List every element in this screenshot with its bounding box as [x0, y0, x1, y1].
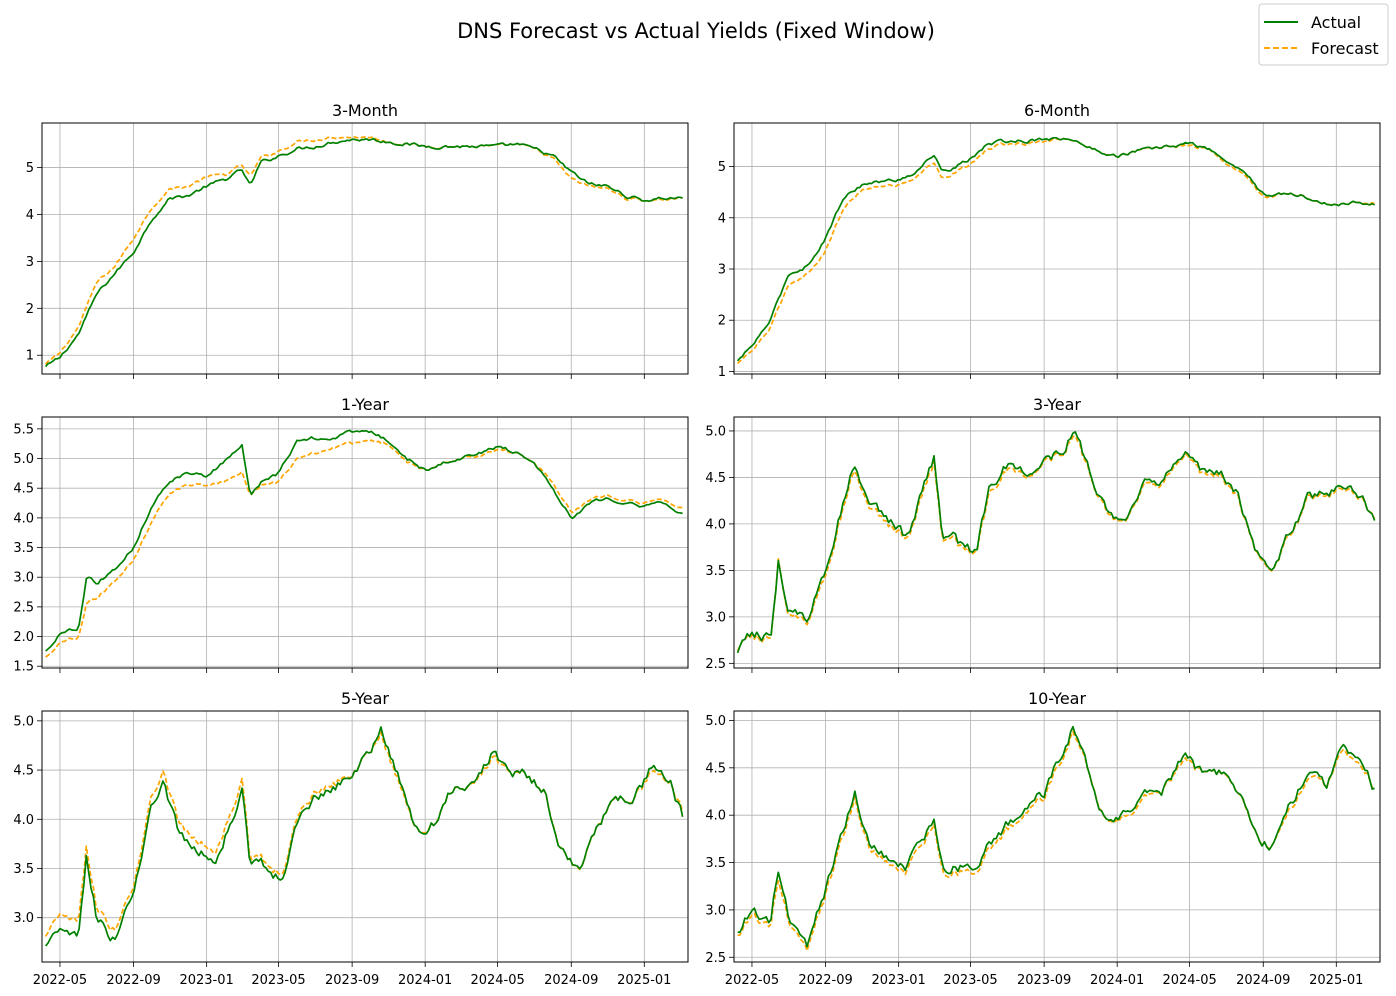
y-tick-label: 4.0 — [705, 517, 726, 532]
y-tick-label: 5 — [26, 161, 34, 176]
x-tick-label: 2023-05 — [251, 973, 305, 988]
panel-3-year: 2.5 3.0 3.5 4.0 4.5 5.0 3-Year — [705, 395, 1381, 673]
y-tick-label: 3 — [26, 255, 34, 270]
plot-area — [734, 417, 1380, 668]
y-tick-label: 4 — [718, 211, 726, 226]
series-line-actual — [45, 429, 683, 652]
y-tick-label: 4.5 — [705, 761, 726, 776]
y-tick-label: 3.5 — [705, 564, 726, 579]
panel-title: 1-Year — [341, 395, 389, 414]
series-line-forecast — [737, 137, 1375, 365]
series-line-actual — [44, 137, 683, 368]
y-tick-label: 3 — [718, 262, 726, 277]
x-tick-label: 2024-05 — [1162, 973, 1216, 988]
y-tick-label: 5.0 — [13, 714, 34, 729]
y-tick-label: 2 — [718, 314, 726, 329]
x-tick-label: 2024-09 — [1236, 973, 1290, 988]
x-tick-label: 2023-01 — [871, 973, 925, 988]
x-tick-label: 2023-09 — [1017, 973, 1071, 988]
x-tick-label: 2024-01 — [1090, 973, 1144, 988]
figure-title: DNS Forecast vs Actual Yields (Fixed Win… — [457, 19, 935, 43]
legend-actual-label: Actual — [1311, 13, 1361, 32]
series-line-forecast — [44, 135, 683, 365]
plot-frame — [41, 122, 689, 375]
y-tick-label: 5 — [718, 160, 726, 175]
panel-title: 3-Month — [332, 101, 398, 120]
y-tick-label: 3.0 — [705, 610, 726, 625]
panel-1-year: 1.5 2.0 2.5 3.0 3.5 4.0 4.5 5.0 5.5 1-Year — [13, 395, 689, 675]
y-tick-label: 3.0 — [13, 911, 34, 926]
x-tick-label: 2023-05 — [943, 973, 997, 988]
panel-title: 10-Year — [1028, 689, 1087, 708]
x-tick-label: 2022-09 — [798, 973, 852, 988]
x-tick-label: 2024-01 — [398, 973, 452, 988]
plot-area — [734, 711, 1380, 962]
series-line-actual — [737, 725, 1375, 948]
y-tick-label: 4 — [26, 208, 34, 223]
plot-area — [734, 123, 1380, 374]
x-tick-label: 2024-05 — [470, 973, 524, 988]
plot-frame — [41, 710, 689, 963]
panel-title: 3-Year — [1033, 395, 1081, 414]
y-tick-label: 4.5 — [705, 471, 726, 486]
y-tick-label: 3.5 — [13, 862, 34, 877]
y-tick-label: 3.0 — [13, 571, 34, 586]
y-tick-label: 4.0 — [13, 511, 34, 526]
panel-6-month: 1 2 3 4 5 6-Month — [718, 101, 1381, 380]
plot-frame — [41, 416, 689, 669]
y-tick-label: 2.0 — [13, 630, 34, 645]
x-tick-label: 2022-05 — [725, 973, 779, 988]
y-tick-label: 2 — [26, 302, 34, 317]
plot-frame — [733, 710, 1381, 963]
plot-area — [42, 417, 688, 668]
y-tick-label: 1 — [26, 349, 34, 364]
legend-frame — [1258, 3, 1389, 66]
y-tick-label: 1 — [718, 365, 726, 380]
series-line-actual — [736, 136, 1375, 362]
y-tick-label: 2.5 — [13, 600, 34, 615]
plot-area — [42, 123, 688, 374]
y-tick-label: 3.0 — [705, 903, 726, 918]
x-tick-label: 2022-05 — [33, 973, 87, 988]
panel-10-year: 2022-05 2022-09 2023-01 2023-05 2023-09 2024-… — [705, 689, 1381, 988]
y-tick-label: 5.0 — [705, 424, 726, 439]
x-tick-label: 2024-09 — [544, 973, 598, 988]
panel-title: 5-Year — [341, 689, 389, 708]
panel-3-month: 1 2 3 4 5 3-Month — [26, 101, 689, 379]
y-tick-label: 5.0 — [13, 452, 34, 467]
y-tick-label: 5.0 — [705, 714, 726, 729]
series-line-actual — [44, 726, 684, 947]
legend: Actual Forecast — [1258, 3, 1389, 66]
y-tick-label: 2.5 — [705, 951, 726, 966]
panel-title: 6-Month — [1024, 101, 1090, 120]
y-tick-label: 4.0 — [705, 809, 726, 824]
y-tick-label: 1.5 — [13, 660, 34, 675]
y-tick-label: 4.5 — [13, 482, 34, 497]
x-tick-label: 2022-09 — [106, 973, 160, 988]
x-tick-label: 2025-01 — [617, 973, 671, 988]
y-tick-label: 2.5 — [705, 657, 726, 672]
y-tick-label: 4.0 — [13, 813, 34, 828]
x-tick-label: 2025-01 — [1309, 973, 1363, 988]
plot-frame — [733, 122, 1381, 375]
x-tick-label: 2023-01 — [179, 973, 233, 988]
y-tick-label: 5.5 — [13, 422, 34, 437]
y-tick-label: 4.5 — [13, 764, 34, 779]
y-tick-label: 3.5 — [705, 856, 726, 871]
series-line-actual — [736, 431, 1376, 654]
panel-5-year: 2022-05 2022-09 2023-01 2023-05 2023-09 2024-… — [13, 689, 689, 988]
x-tick-label: 2023-09 — [325, 973, 379, 988]
legend-forecast-label: Forecast — [1311, 39, 1379, 58]
y-tick-label: 3.5 — [13, 541, 34, 556]
plot-frame — [733, 416, 1381, 669]
series-line-forecast — [736, 435, 1376, 652]
series-line-forecast — [45, 439, 683, 658]
